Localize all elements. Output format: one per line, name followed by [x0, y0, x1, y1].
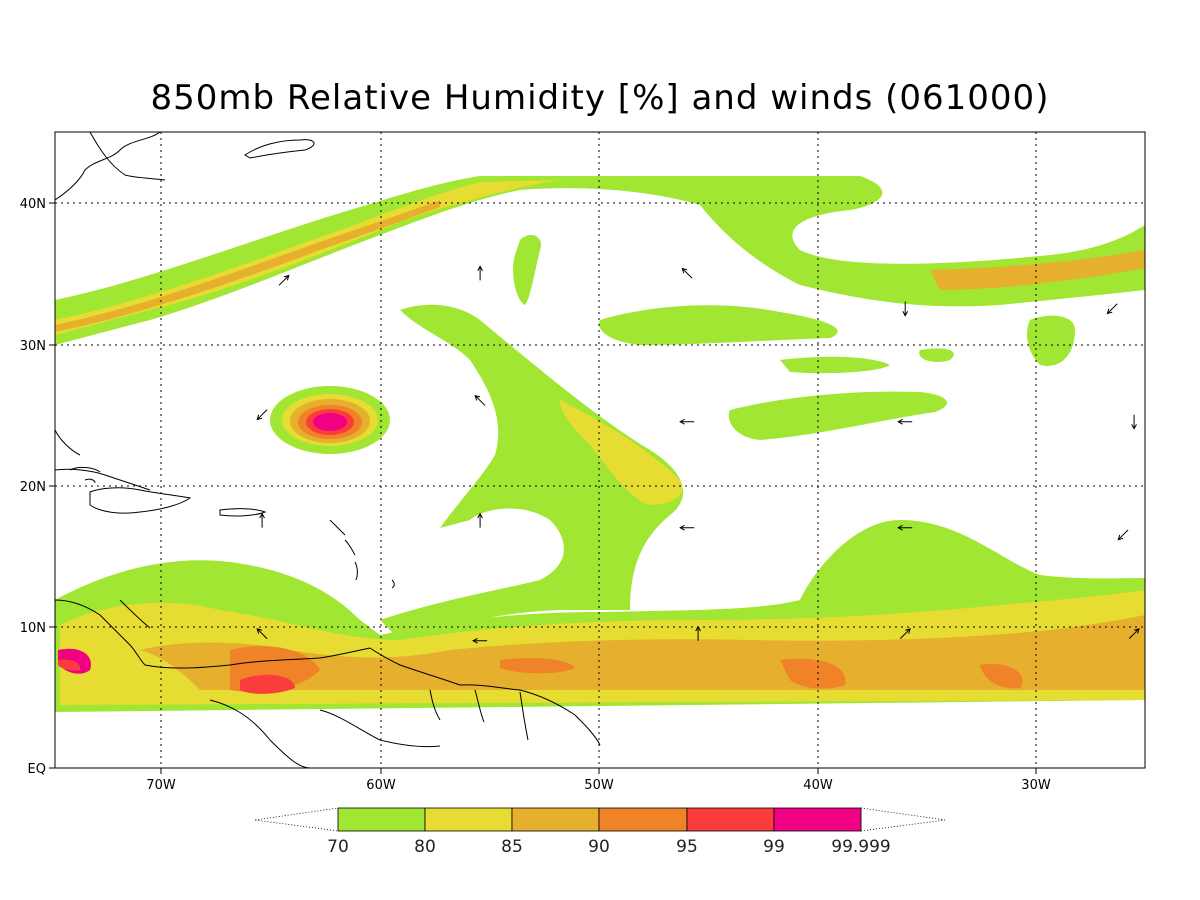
colorbar-extend-left	[254, 807, 339, 832]
humidity-patch	[780, 356, 890, 374]
colorbar-tick-label: 70	[327, 837, 349, 857]
lon-label: 30W	[1021, 778, 1051, 793]
wind-arrow	[695, 625, 701, 641]
coastlines	[55, 132, 601, 768]
humidity-patch	[599, 305, 838, 345]
humidity-field	[55, 176, 1145, 712]
wind-arrow	[1128, 628, 1140, 639]
lat-label: 40N	[20, 197, 46, 212]
humidity-band-itcz-85	[140, 615, 1145, 690]
lat-label: 20N	[20, 480, 46, 495]
humidity-band-north-jet-core	[55, 200, 440, 332]
coastline-hispaniola	[89, 487, 192, 514]
plot-frame	[54, 131, 1146, 769]
coastline-us-northeast	[55, 132, 166, 201]
coastline-puerto-rico	[219, 508, 267, 517]
lat-lon-grid	[55, 132, 1145, 768]
colorbar-swatch	[773, 807, 862, 832]
lat-label: EQ	[28, 762, 46, 777]
wind-arrow	[679, 418, 695, 425]
coastline-florida-bahamas	[55, 429, 101, 484]
lat-label: 10N	[20, 621, 46, 636]
coastline-venezuela	[144, 647, 461, 686]
border-inland	[209, 689, 529, 768]
colorbar-tick-label: 90	[588, 837, 610, 857]
lat-labels: EQ 10N 20N 30N 40N	[20, 197, 46, 777]
wind-arrow	[259, 512, 265, 528]
colorbar-swatch	[598, 807, 688, 832]
coastline-nova-scotia	[244, 139, 315, 159]
colorbar-tick-label: 95	[676, 837, 698, 857]
humidity-patch-caribbean-95	[240, 674, 295, 694]
humidity-patch	[728, 391, 947, 440]
humidity-patch	[1027, 315, 1075, 366]
wind-arrow	[897, 418, 913, 425]
wind-arrow	[474, 394, 486, 406]
colorbar-swatch	[686, 807, 775, 832]
humidity-band-north-jet	[55, 176, 1145, 345]
wind-arrow	[477, 512, 483, 528]
lon-label: 60W	[366, 778, 396, 793]
humidity-band-itcz-90	[230, 646, 1023, 692]
humidity-patch	[919, 348, 954, 362]
lat-label: 30N	[20, 339, 46, 354]
wind-arrow	[1131, 414, 1137, 430]
colorbar-swatch	[424, 807, 513, 832]
colorbar-tick-label: 99	[763, 837, 785, 857]
humidity-central-trough-inner	[560, 400, 683, 505]
wind-arrow	[679, 524, 695, 531]
wind-arrow	[477, 265, 483, 281]
axis-ticks	[49, 202, 1037, 774]
wind-arrow	[899, 628, 911, 639]
humidity-patch	[513, 235, 541, 305]
lon-label: 50W	[584, 778, 614, 793]
wind-arrow	[278, 274, 290, 286]
humidity-patch-colombia-95	[58, 659, 81, 671]
wind-arrow	[256, 628, 268, 639]
humidity-band-east-jet	[930, 250, 1145, 290]
coastline-cuba	[55, 468, 151, 491]
lon-label: 70W	[146, 778, 176, 793]
hurricane-99	[313, 413, 347, 431]
colorbar: 70 80 85 90 95 99 99.999	[254, 807, 946, 857]
coastline-central-america	[55, 599, 151, 666]
page-title: 850mb Relative Humidity [%] and winds (0…	[150, 78, 1050, 118]
colorbar-swatch	[511, 807, 600, 832]
wind-arrow	[256, 409, 268, 421]
colorbar-tick-label: 80	[414, 837, 436, 857]
wind-arrow	[902, 301, 909, 317]
wind-vectors	[256, 265, 1140, 644]
colorbar-tick-label: 99.999	[831, 837, 890, 857]
colorbar-tick-label: 85	[501, 837, 523, 857]
lon-label: 40W	[803, 778, 833, 793]
wind-arrow	[1117, 529, 1129, 541]
wind-arrow	[681, 267, 693, 279]
colorbar-swatch	[337, 807, 426, 832]
lon-labels: 70W 60W 50W 40W 30W	[146, 778, 1051, 793]
humidity-central-trough	[380, 304, 684, 640]
coastline-guianas	[459, 684, 601, 746]
wind-arrow	[1106, 303, 1118, 315]
colorbar-extend-right	[860, 807, 946, 832]
wind-arrow	[472, 637, 488, 644]
coastline-lesser-antilles	[329, 519, 395, 589]
wind-arrow	[897, 524, 913, 531]
